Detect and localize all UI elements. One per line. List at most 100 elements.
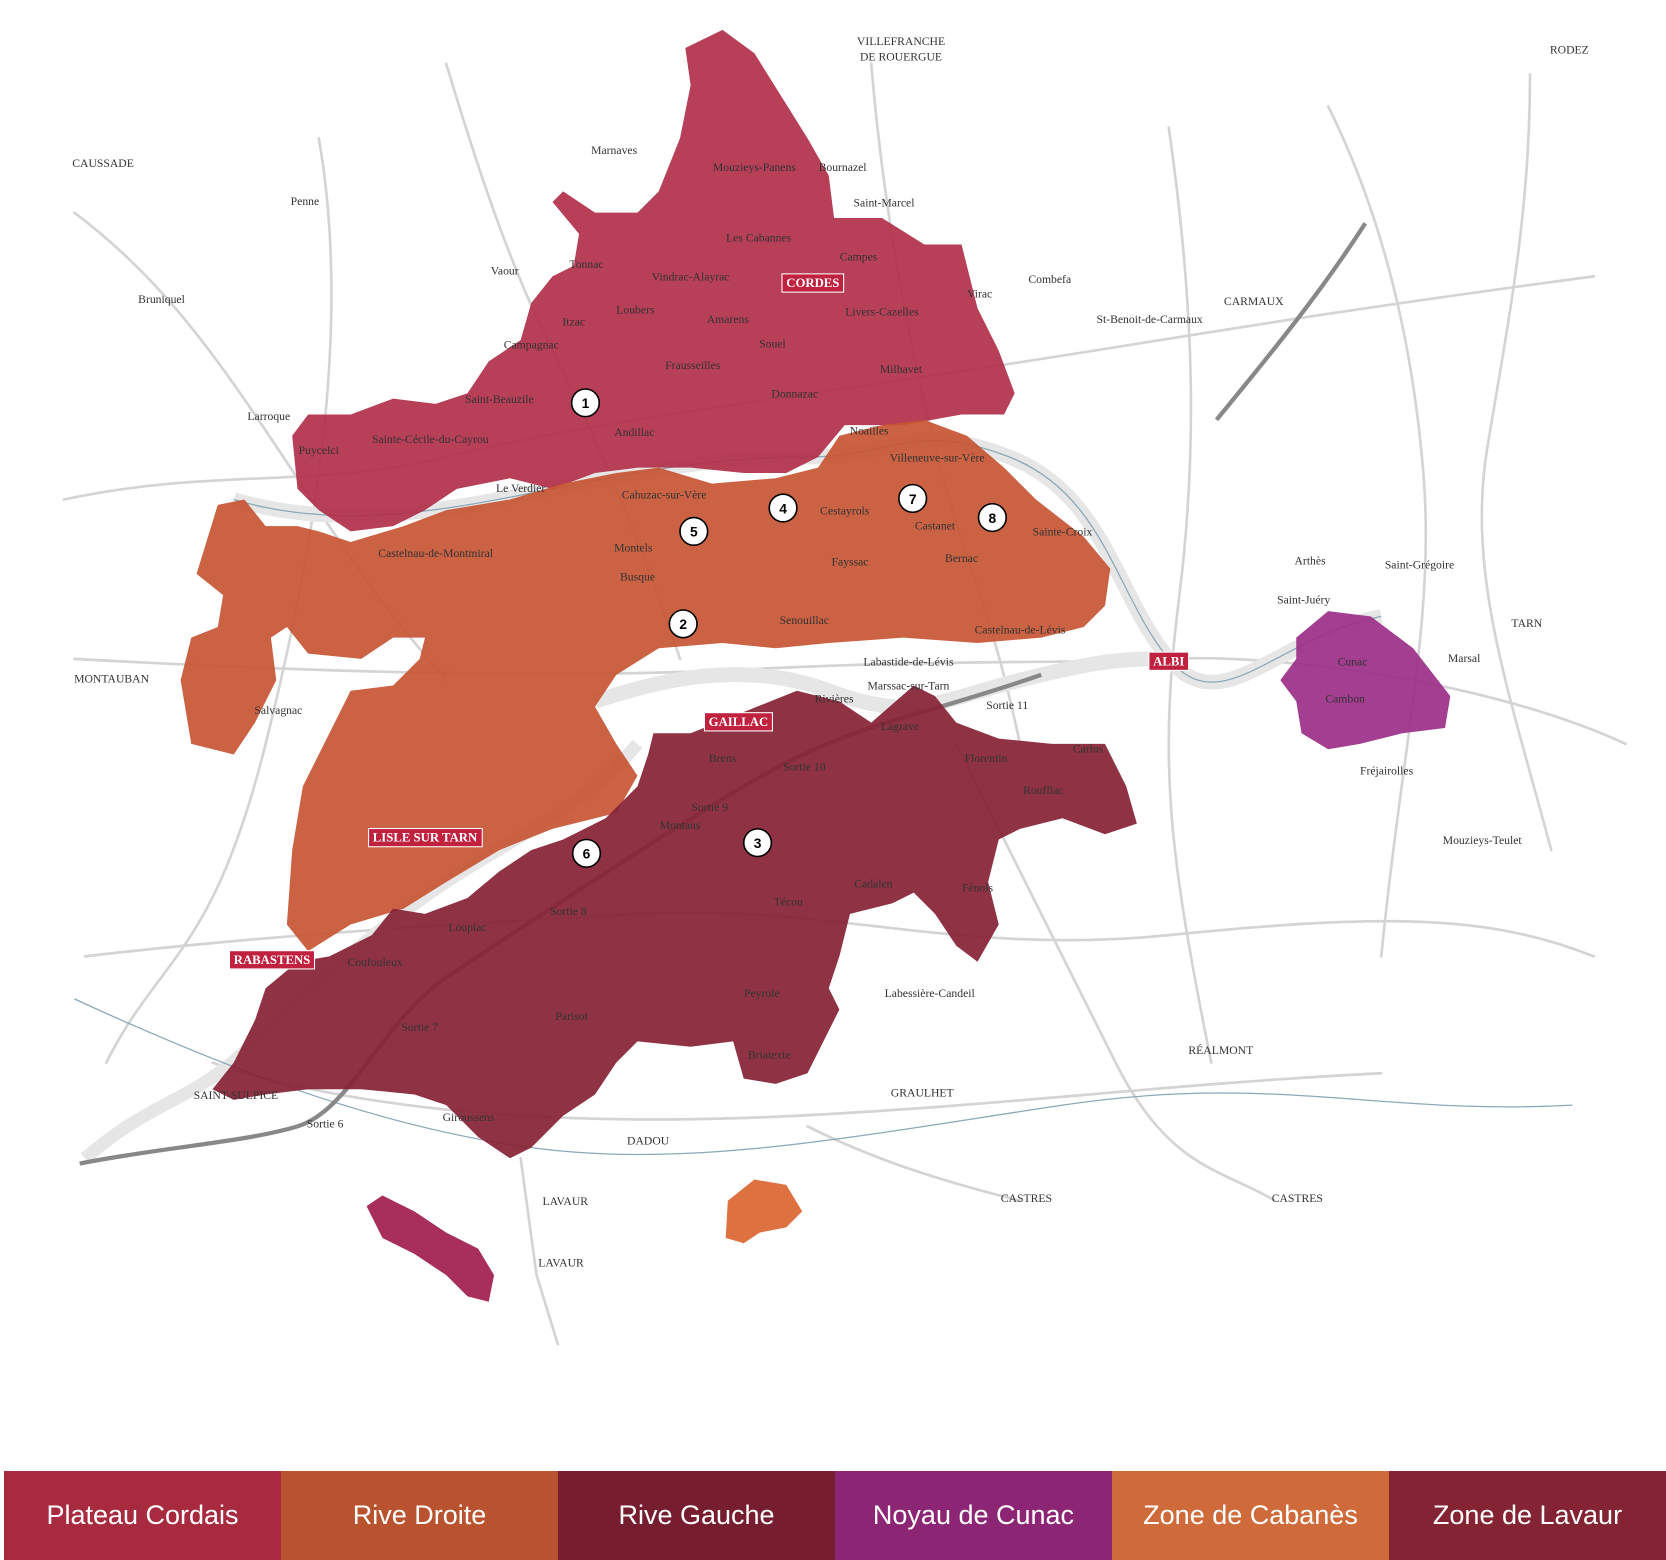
region-marker[interactable]: 1	[570, 388, 601, 418]
region-zone-de-lavaur[interactable]	[366, 1195, 495, 1302]
place-label: Castelnau-de-Montmiral	[378, 547, 493, 560]
markers: 1 2 3 4 5 6 7 8	[570, 388, 1007, 868]
marker-label: 8	[989, 510, 997, 526]
region-marker[interactable]: 4	[768, 493, 798, 523]
place-label: Saint-Juéry	[1277, 594, 1330, 607]
marker-circle	[668, 609, 698, 639]
place-label: Fénols	[962, 882, 994, 895]
place-label: Penne	[291, 195, 320, 208]
place-label: Bernac	[945, 552, 978, 565]
place-label: Campes	[840, 250, 878, 263]
marker-label: 4	[779, 500, 787, 516]
town-badge: RABASTENS	[228, 950, 316, 970]
region-rive-gauche[interactable]	[212, 685, 1137, 1159]
marker-label: 6	[583, 846, 591, 862]
place-label: Marssac-sur-Tarn	[867, 680, 949, 693]
place-label: Frausseilles	[665, 359, 721, 372]
place-label: Donnazac	[771, 388, 818, 401]
badge-bg	[1148, 651, 1190, 671]
place-label: Castanet	[915, 519, 956, 532]
place-label: Puycelci	[299, 444, 340, 457]
marker-label: 7	[909, 491, 917, 507]
place-label: CASTRES	[1001, 1192, 1052, 1205]
place-label: Briatexte	[748, 1048, 791, 1061]
place-label: Sortie 10	[783, 760, 826, 773]
place-label: Sainte-Cécile-du-Cayrou	[372, 433, 489, 446]
badge-label: LISLE SUR TARN	[373, 831, 478, 845]
town-badge: CORDES	[781, 273, 845, 293]
region-plateau-cordais[interactable]	[292, 29, 1015, 532]
region-marker[interactable]: 6	[571, 838, 602, 868]
regions	[180, 29, 1451, 1302]
place-label: Giroussens	[443, 1111, 495, 1124]
badge-bg	[368, 827, 483, 848]
town-badge: GAILLAC	[703, 712, 773, 732]
place-label: Fayssac	[832, 555, 869, 568]
place-label: CAUSSADE	[72, 157, 134, 170]
place-label: Bruniquel	[138, 293, 185, 306]
place-label: GRAULHET	[891, 1087, 954, 1100]
town-badge: ALBI	[1148, 651, 1190, 671]
place-label: Marsal	[1448, 652, 1481, 665]
place-label: RÉALMONT	[1188, 1043, 1253, 1057]
region-marker[interactable]: 8	[977, 502, 1007, 533]
place-label: CASTRES	[1272, 1192, 1323, 1205]
place-label: Mouzieys-Panens	[713, 161, 796, 174]
place-label: Vaour	[491, 264, 519, 277]
marker-circle	[768, 493, 798, 523]
marker-label: 3	[754, 835, 762, 851]
region-tab[interactable]: Rive Gauche	[558, 1471, 835, 1560]
badge-bg	[703, 712, 773, 732]
place-label: LAVAUR	[542, 1195, 588, 1208]
place-label: Cunac	[1338, 655, 1368, 668]
badge-label: GAILLAC	[709, 715, 769, 729]
region-tab[interactable]: Plateau Cordais	[4, 1471, 281, 1560]
place-label: DE ROUERGUE	[860, 51, 942, 64]
place-label: Milhavet	[880, 363, 923, 376]
region-marker[interactable]: 3	[742, 828, 773, 858]
marker-circle	[977, 502, 1007, 533]
place-label: Amarens	[707, 313, 750, 326]
region-marker[interactable]: 5	[679, 516, 709, 546]
region-marker[interactable]: 2	[668, 609, 698, 639]
region-rive-droite[interactable]	[180, 419, 1111, 952]
place-label: RODEZ	[1550, 43, 1589, 56]
place-label: Peyrole	[744, 987, 780, 1000]
region-tab[interactable]: Zone de Lavaur	[1389, 1471, 1666, 1560]
place-label: Castelnau-de-Lévis	[975, 623, 1066, 636]
place-label: Mouzieys-Teulet	[1443, 834, 1523, 847]
marker-circle	[570, 388, 601, 418]
place-label: Saint-Grégoire	[1385, 559, 1454, 572]
place-label: Sortie 7	[401, 1021, 438, 1034]
place-label: Busque	[620, 570, 655, 583]
place-label: Sainte-Croix	[1033, 526, 1093, 539]
place-label: Cambon	[1325, 692, 1365, 705]
region-zone-de-cabanes[interactable]	[725, 1179, 803, 1244]
region-tab[interactable]: Rive Droite	[281, 1471, 558, 1560]
badge-label: CORDES	[786, 276, 839, 290]
place-label: Montans	[660, 819, 701, 832]
place-label: Cestayrols	[820, 504, 870, 517]
region-marker[interactable]: 7	[898, 483, 928, 514]
place-label: Técou	[774, 895, 803, 908]
place-label: Andillac	[614, 426, 654, 439]
place-label: Noailles	[850, 425, 889, 438]
place-label: LAVAUR	[538, 1257, 584, 1270]
marker-circle	[898, 483, 928, 514]
place-label: MONTAUBAN	[74, 672, 150, 685]
place-label: Florentin	[965, 752, 1008, 765]
place-label: Brens	[709, 752, 737, 765]
region-tabs: Plateau Cordais Rive Droite Rive Gauche Noy…	[4, 1471, 1666, 1560]
place-label: Rivières	[815, 692, 854, 705]
place-label: Virac	[967, 288, 992, 301]
marker-circle	[742, 828, 773, 858]
place-label: Senouillac	[780, 614, 829, 627]
place-label: Bournazel	[819, 161, 868, 174]
place-label: Loupiac	[448, 921, 486, 934]
place-label: Rouffiac	[1023, 784, 1064, 797]
region-noyau-de-cunac[interactable]	[1280, 611, 1451, 750]
place-label: Saint-Beauzile	[465, 393, 534, 406]
region-tab[interactable]: Noyau de Cunac	[835, 1471, 1112, 1560]
place-label: Arthès	[1295, 554, 1327, 567]
region-tab[interactable]: Zone de Cabanès	[1112, 1471, 1389, 1560]
